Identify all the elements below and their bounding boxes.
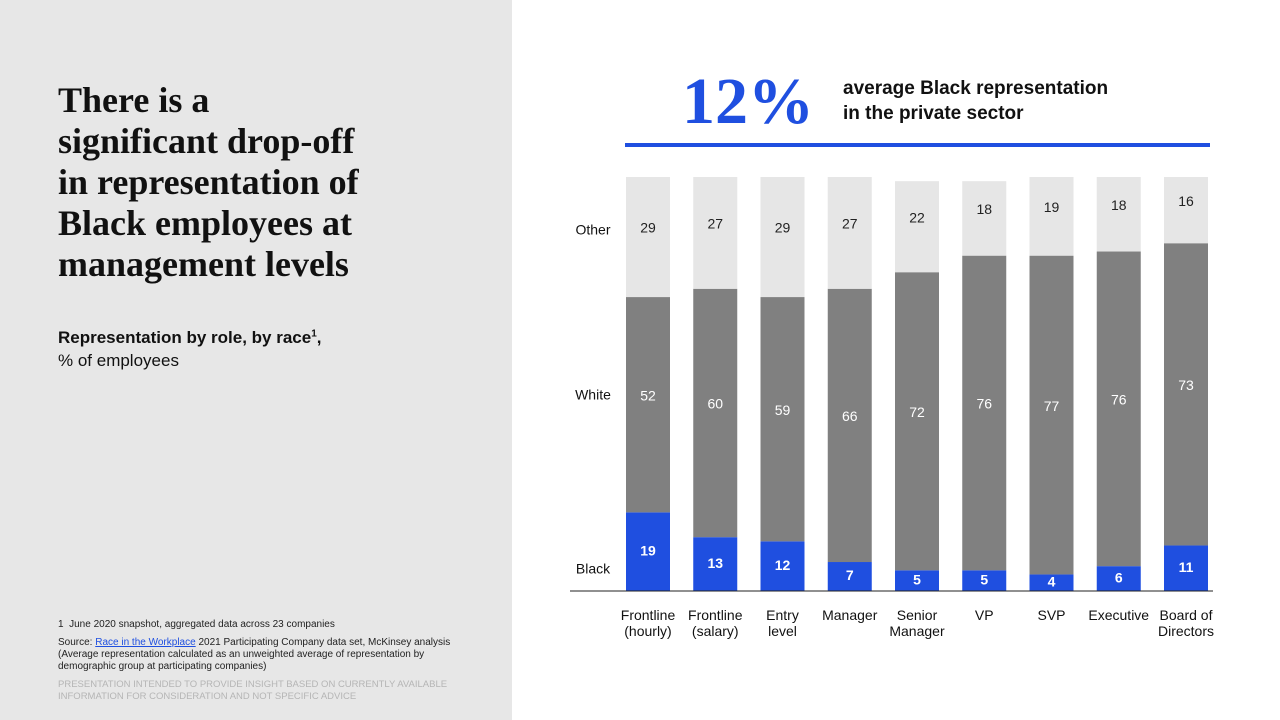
bar-segment <box>895 570 939 591</box>
source-link[interactable]: Race in the Workplace <box>95 637 196 648</box>
value-label: 22 <box>909 209 925 225</box>
value-label: 5 <box>980 571 988 587</box>
disclaimer: PRESENTATION INTENDED TO PROVIDE INSIGHT… <box>58 679 448 702</box>
bar-segment <box>1164 177 1208 244</box>
value-label: 60 <box>707 396 723 412</box>
value-label: 27 <box>842 216 858 232</box>
left-panel: There is a significant drop-off in repre… <box>0 0 512 720</box>
bar-segment <box>693 288 738 538</box>
category-label: VP <box>974 607 994 623</box>
value-label: 5 <box>913 571 921 587</box>
value-label: 27 <box>707 216 723 232</box>
bar-segment <box>693 177 738 289</box>
source: Source: Race in the Workplace 2021 Parti… <box>58 637 453 673</box>
source-prefix: Source: <box>58 637 93 648</box>
category-label: Manager <box>822 607 878 623</box>
value-label: 29 <box>640 220 656 236</box>
bar-segment <box>962 181 1007 256</box>
bar-segment <box>1029 255 1074 575</box>
bar-segment <box>1096 177 1141 252</box>
bar-segment <box>1029 574 1074 591</box>
value-label: 52 <box>640 387 656 403</box>
value-label: 13 <box>707 555 723 571</box>
bar-segment <box>1096 251 1141 567</box>
category-label: Senior Manager <box>889 607 945 639</box>
value-label: 4 <box>1048 573 1056 589</box>
category-label: Executive <box>1088 607 1150 623</box>
subtitle: Representation by role, by race1, % of em… <box>58 322 322 372</box>
bar-segment <box>827 562 872 591</box>
bar-segment <box>760 541 805 591</box>
headline-text: average Black representation in the priv… <box>843 78 1109 124</box>
value-label: 11 <box>1179 559 1194 575</box>
value-label: 72 <box>909 404 925 420</box>
value-label: 59 <box>775 402 791 418</box>
series-label: Black <box>576 561 611 577</box>
category-label: Entry level <box>766 607 799 639</box>
value-label: 18 <box>976 201 992 217</box>
value-label: 73 <box>1178 377 1194 393</box>
bar-segment <box>760 177 805 298</box>
value-label: 29 <box>775 220 791 236</box>
series-label: Other <box>575 222 610 238</box>
value-label: 76 <box>1111 392 1127 408</box>
note: June 2020 snapshot, aggregated data acro… <box>69 619 335 630</box>
bar-segment <box>626 297 670 513</box>
footnote-ref: 1 <box>311 328 317 339</box>
bar-segment <box>1096 566 1141 591</box>
bar-segment <box>1029 177 1074 256</box>
bar-segment <box>895 272 939 571</box>
bar-segment <box>962 570 1007 591</box>
bar-segment <box>1164 243 1208 546</box>
bar-segment <box>827 288 872 563</box>
note-number: 1 <box>58 619 64 630</box>
series-label: White <box>575 387 611 403</box>
bar-segment <box>626 512 670 591</box>
value-label: 7 <box>846 567 854 583</box>
footnote: 1 June 2020 snapshot, aggregated data ac… <box>58 619 453 631</box>
bar-segment <box>827 177 872 289</box>
value-label: 19 <box>1044 199 1060 215</box>
value-label: 19 <box>640 542 656 558</box>
bar-segment <box>693 537 738 591</box>
subtitle-text: Representation by role, by race <box>58 327 312 347</box>
bar-segment <box>626 177 670 298</box>
category-label: SVP <box>1037 607 1066 623</box>
category-label: Board of Directors <box>1157 607 1214 639</box>
bar-segment <box>1164 545 1208 591</box>
bar-segment <box>895 181 939 273</box>
title: There is a significant drop-off in repre… <box>58 80 359 284</box>
value-label: 18 <box>1111 197 1127 213</box>
subtitle-end: , <box>316 327 322 347</box>
value-label: 6 <box>1115 569 1123 585</box>
value-label: 16 <box>1178 193 1194 209</box>
category-label: Frontline (hourly) <box>620 607 676 639</box>
value-label: 76 <box>976 396 992 412</box>
bar-segment <box>962 255 1007 571</box>
value-label: 66 <box>842 408 858 424</box>
value-label: 77 <box>1044 398 1060 414</box>
category-label: Frontline (salary) <box>688 607 743 639</box>
bar-segment <box>760 297 805 542</box>
source-rest: 2021 Participating Company data set, McK… <box>58 637 451 672</box>
headline-figure: 12% <box>682 65 814 138</box>
value-label: 12 <box>775 557 791 573</box>
subtitle-line2: % of employees <box>58 350 179 370</box>
